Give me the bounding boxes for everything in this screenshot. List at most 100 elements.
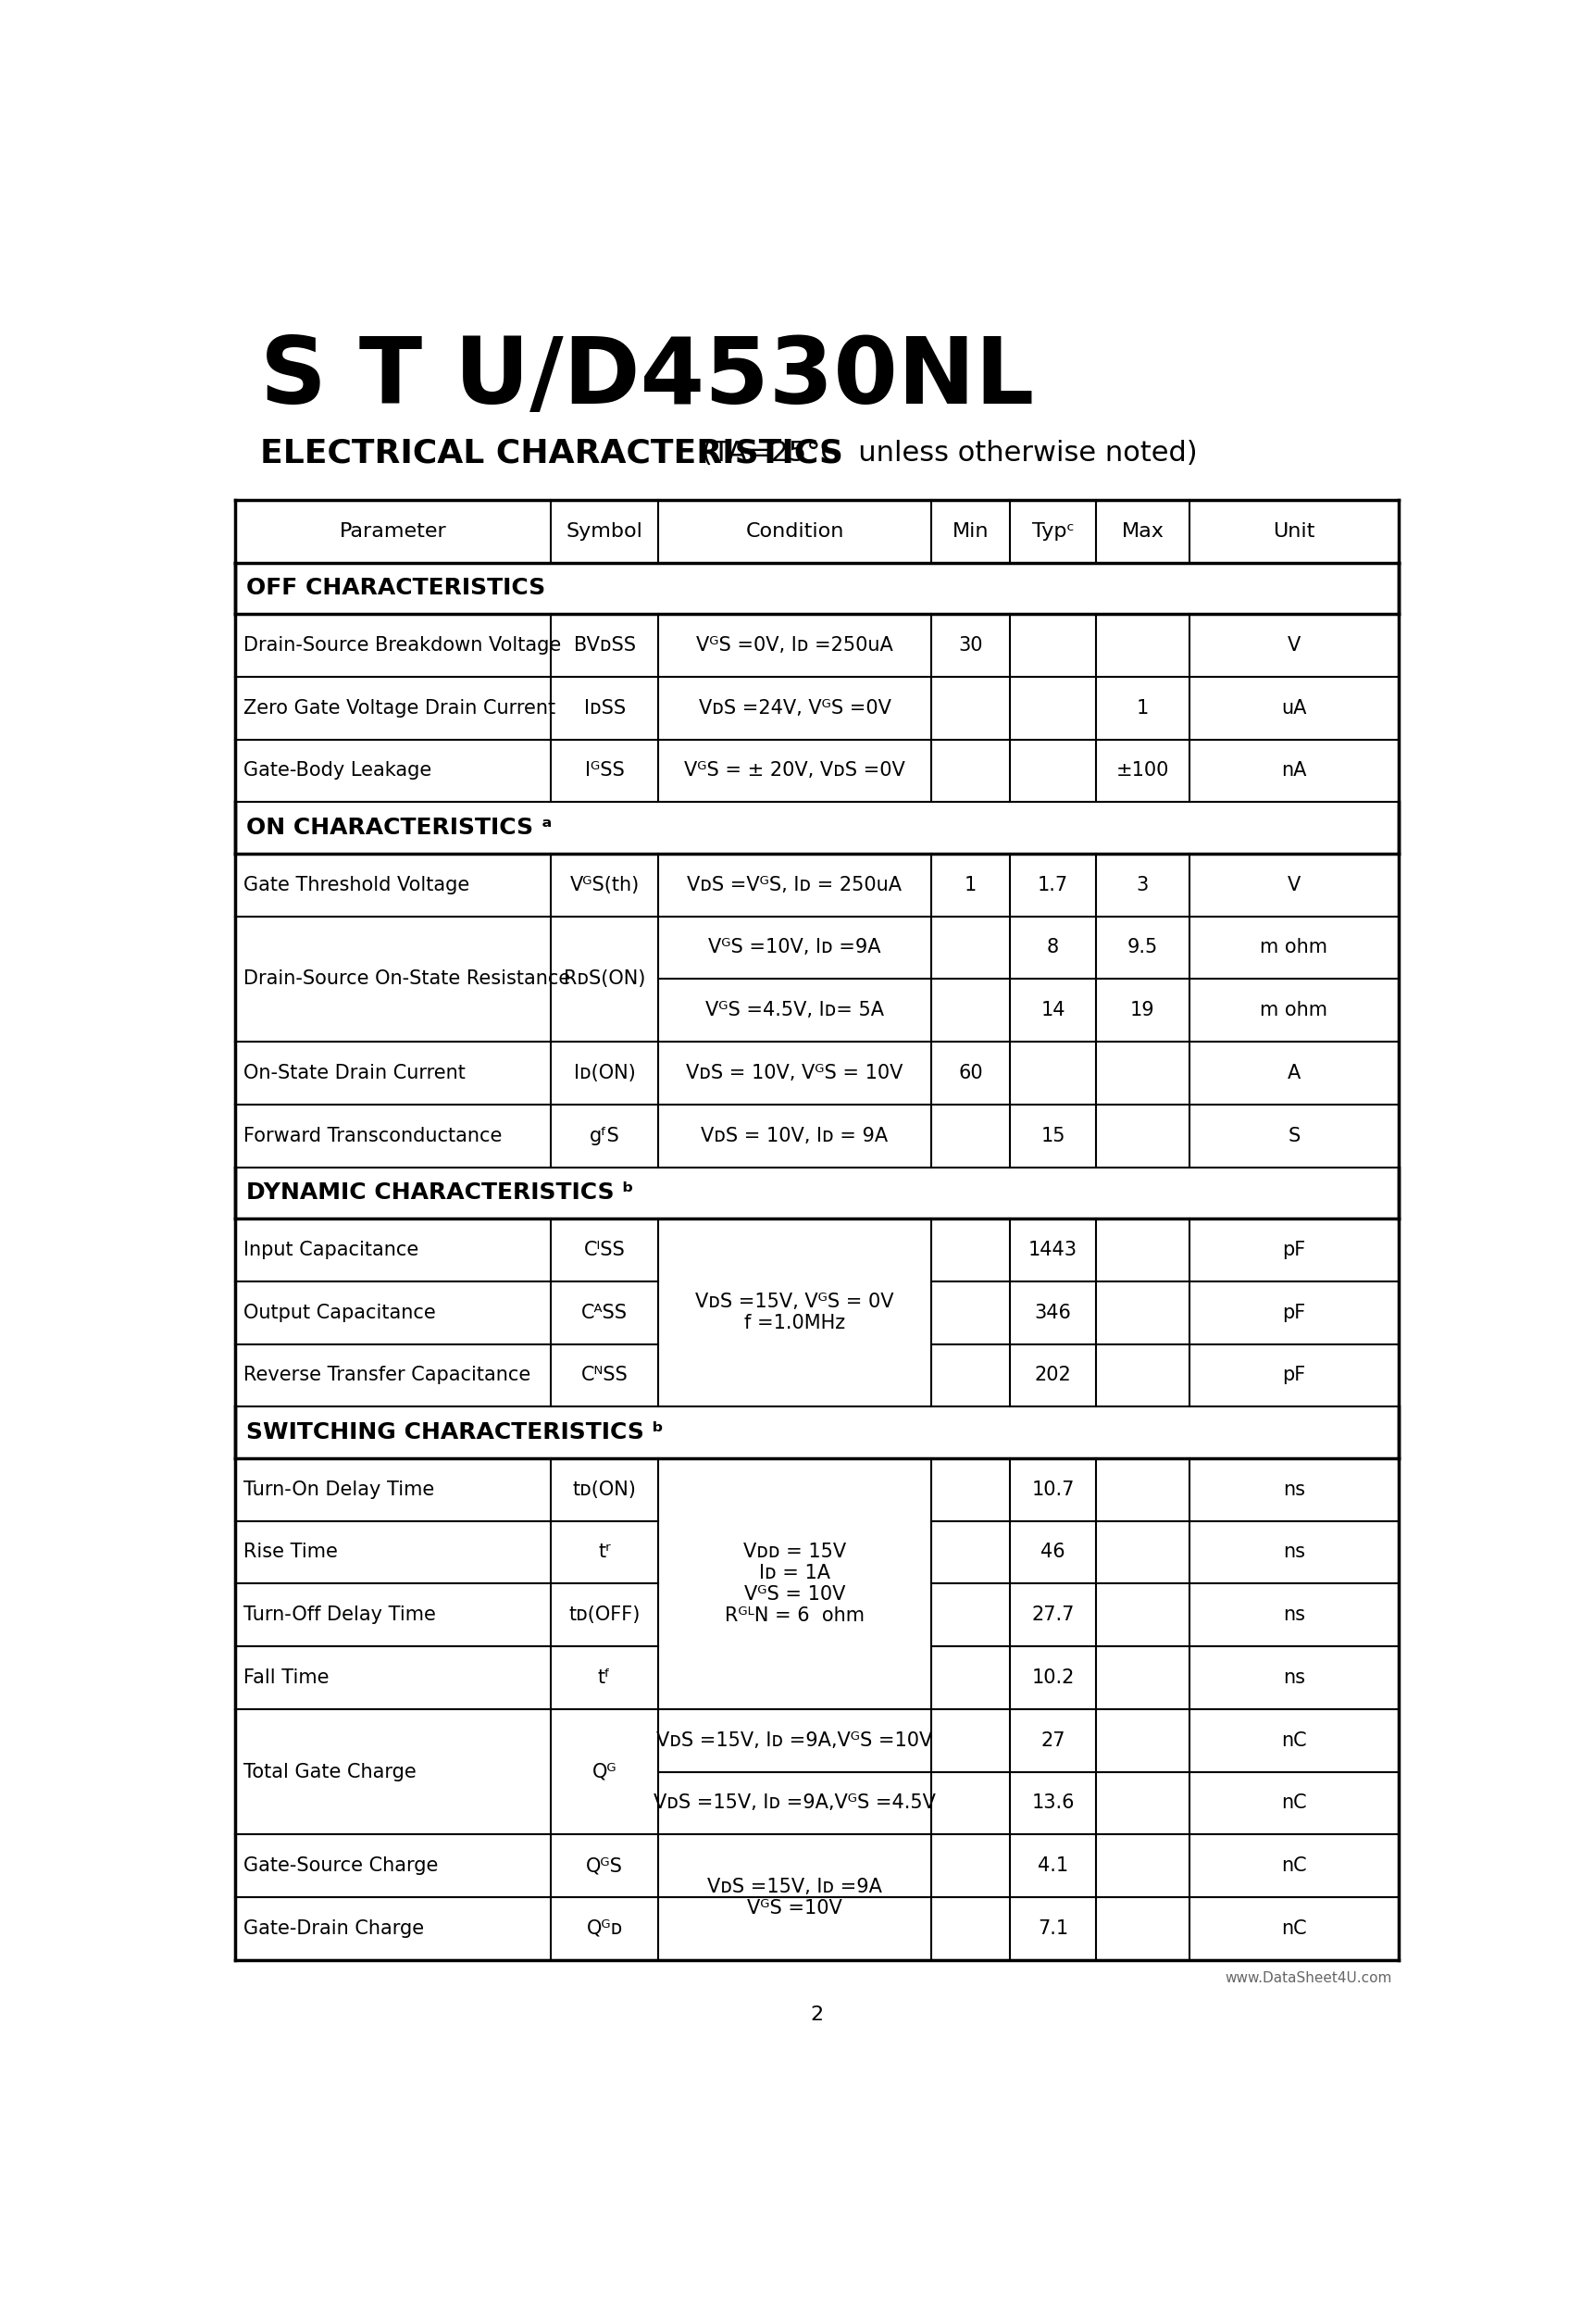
Text: Output Capacitance: Output Capacitance [244,1304,437,1322]
Text: Fall Time: Fall Time [244,1669,330,1687]
Text: Drain-Source On-State Resistance: Drain-Source On-State Resistance [244,969,571,988]
Text: CᴬSS: CᴬSS [582,1304,628,1322]
Text: 9.5: 9.5 [1127,939,1157,957]
Text: Turn-On Delay Time: Turn-On Delay Time [244,1480,435,1499]
Text: Min: Min [952,523,988,541]
Text: ±100: ±100 [1116,762,1168,781]
Text: Qᴳᴅ: Qᴳᴅ [587,1920,623,1938]
Text: (TA=25°C  unless otherwise noted): (TA=25°C unless otherwise noted) [701,439,1197,467]
Text: Zero Gate Voltage Drain Current: Zero Gate Voltage Drain Current [244,700,556,718]
Text: A: A [1288,1064,1301,1083]
Text: VᴳS =4.5V, Iᴅ= 5A: VᴳS =4.5V, Iᴅ= 5A [706,1002,885,1020]
Text: VᴳS = ± 20V, VᴅS =0V: VᴳS = ± 20V, VᴅS =0V [684,762,905,781]
Text: Turn-Off Delay Time: Turn-Off Delay Time [244,1606,437,1624]
Text: IᴳSS: IᴳSS [585,762,625,781]
Text: m ohm: m ohm [1261,1002,1328,1020]
Text: 202: 202 [1035,1367,1071,1385]
Text: VᴅS =15V, Iᴅ =9A,VᴳS =4.5V: VᴅS =15V, Iᴅ =9A,VᴳS =4.5V [654,1794,936,1813]
Text: nC: nC [1282,1920,1307,1938]
Text: 19: 19 [1130,1002,1156,1020]
Text: 27.7: 27.7 [1031,1606,1074,1624]
Text: S: S [1288,1127,1301,1146]
Text: gᶠS: gᶠS [590,1127,620,1146]
Text: uA: uA [1282,700,1307,718]
Text: 10.2: 10.2 [1031,1669,1074,1687]
Text: Vᴅᴅ = 15V
Iᴅ = 1A
VᴳS = 10V
RᴳᴸN = 6  ohm: Vᴅᴅ = 15V Iᴅ = 1A VᴳS = 10V RᴳᴸN = 6 ohm [725,1543,864,1624]
Text: 1.7: 1.7 [1038,876,1068,895]
Text: 4.1: 4.1 [1038,1857,1068,1875]
Text: Typᶜ: Typᶜ [1031,523,1074,541]
Text: pF: pF [1282,1241,1305,1260]
Text: V: V [1288,876,1301,895]
Text: ELECTRICAL CHARACTERISTICS: ELECTRICAL CHARACTERISTICS [260,437,843,469]
Text: VᴅS = 10V, VᴳS = 10V: VᴅS = 10V, VᴳS = 10V [685,1064,904,1083]
Text: tᴅ(OFF): tᴅ(OFF) [569,1606,641,1624]
Text: Gate-Source Charge: Gate-Source Charge [244,1857,438,1875]
Text: 3: 3 [1137,876,1149,895]
Text: 1: 1 [1137,700,1149,718]
Text: 7.1: 7.1 [1038,1920,1068,1938]
Text: Max: Max [1122,523,1164,541]
Text: Condition: Condition [746,523,843,541]
Text: tᶠ: tᶠ [598,1669,611,1687]
Text: ON CHARACTERISTICS ᵃ: ON CHARACTERISTICS ᵃ [247,816,553,839]
Text: 10.7: 10.7 [1031,1480,1074,1499]
Text: OFF CHARACTERISTICS: OFF CHARACTERISTICS [247,576,545,600]
Text: 30: 30 [958,637,983,655]
Text: pF: pF [1282,1304,1305,1322]
Text: S T U/D4530NL: S T U/D4530NL [260,335,1035,423]
Text: VᴅS = 10V, Iᴅ = 9A: VᴅS = 10V, Iᴅ = 9A [701,1127,888,1146]
Text: 1443: 1443 [1028,1241,1078,1260]
Text: CᴺSS: CᴺSS [582,1367,628,1385]
Text: Iᴅ(ON): Iᴅ(ON) [574,1064,636,1083]
Text: SWITCHING CHARACTERISTICS ᵇ: SWITCHING CHARACTERISTICS ᵇ [247,1422,663,1443]
Text: ns: ns [1283,1543,1305,1562]
Text: Forward Transconductance: Forward Transconductance [244,1127,502,1146]
Text: VᴳS =0V, Iᴅ =250uA: VᴳS =0V, Iᴅ =250uA [697,637,893,655]
Text: nA: nA [1282,762,1307,781]
Text: 27: 27 [1041,1731,1065,1750]
Text: BVᴅSS: BVᴅSS [574,637,636,655]
Text: 14: 14 [1041,1002,1065,1020]
Text: IᴅSS: IᴅSS [583,700,625,718]
Text: nC: nC [1282,1794,1307,1813]
Text: RᴅS(ON): RᴅS(ON) [564,969,646,988]
Text: 8: 8 [1047,939,1058,957]
Text: V: V [1288,637,1301,655]
Text: Total Gate Charge: Total Gate Charge [244,1762,416,1780]
Text: ns: ns [1283,1669,1305,1687]
Text: Reverse Transfer Capacitance: Reverse Transfer Capacitance [244,1367,531,1385]
Text: m ohm: m ohm [1261,939,1328,957]
Text: Rise Time: Rise Time [244,1543,338,1562]
Text: Input Capacitance: Input Capacitance [244,1241,419,1260]
Text: VᴅS =15V, Iᴅ =9A,VᴳS =10V: VᴅS =15V, Iᴅ =9A,VᴳS =10V [657,1731,932,1750]
Text: ns: ns [1283,1480,1305,1499]
Text: VᴅS =VᴳS, Iᴅ = 250uA: VᴅS =VᴳS, Iᴅ = 250uA [687,876,902,895]
Text: QᴳS: QᴳS [587,1857,623,1875]
Text: Qᴳ: Qᴳ [593,1762,617,1780]
Text: Gate Threshold Voltage: Gate Threshold Voltage [244,876,470,895]
Text: tᴅ(ON): tᴅ(ON) [572,1480,636,1499]
Text: nC: nC [1282,1731,1307,1750]
Text: 15: 15 [1041,1127,1065,1146]
Text: Unit: Unit [1274,523,1315,541]
Text: VᴅS =15V, Iᴅ =9A
VᴳS =10V: VᴅS =15V, Iᴅ =9A VᴳS =10V [708,1878,881,1917]
Text: VᴳS(th): VᴳS(th) [569,876,639,895]
Text: 2: 2 [810,2006,824,2024]
Text: On-State Drain Current: On-State Drain Current [244,1064,465,1083]
Text: Gate-Body Leakage: Gate-Body Leakage [244,762,432,781]
Text: 346: 346 [1035,1304,1071,1322]
Text: 60: 60 [958,1064,983,1083]
Text: ns: ns [1283,1606,1305,1624]
Text: tʳ: tʳ [598,1543,611,1562]
Text: DYNAMIC CHARACTERISTICS ᵇ: DYNAMIC CHARACTERISTICS ᵇ [247,1183,634,1204]
Text: CᴵSS: CᴵSS [583,1241,625,1260]
Text: VᴅS =24V, VᴳS =0V: VᴅS =24V, VᴳS =0V [698,700,891,718]
Text: pF: pF [1282,1367,1305,1385]
Text: Drain-Source Breakdown Voltage: Drain-Source Breakdown Voltage [244,637,561,655]
Text: www.DataSheet4U.com: www.DataSheet4U.com [1224,1971,1392,1985]
Text: Symbol: Symbol [566,523,642,541]
Text: 46: 46 [1041,1543,1065,1562]
Text: 13.6: 13.6 [1031,1794,1074,1813]
Text: nC: nC [1282,1857,1307,1875]
